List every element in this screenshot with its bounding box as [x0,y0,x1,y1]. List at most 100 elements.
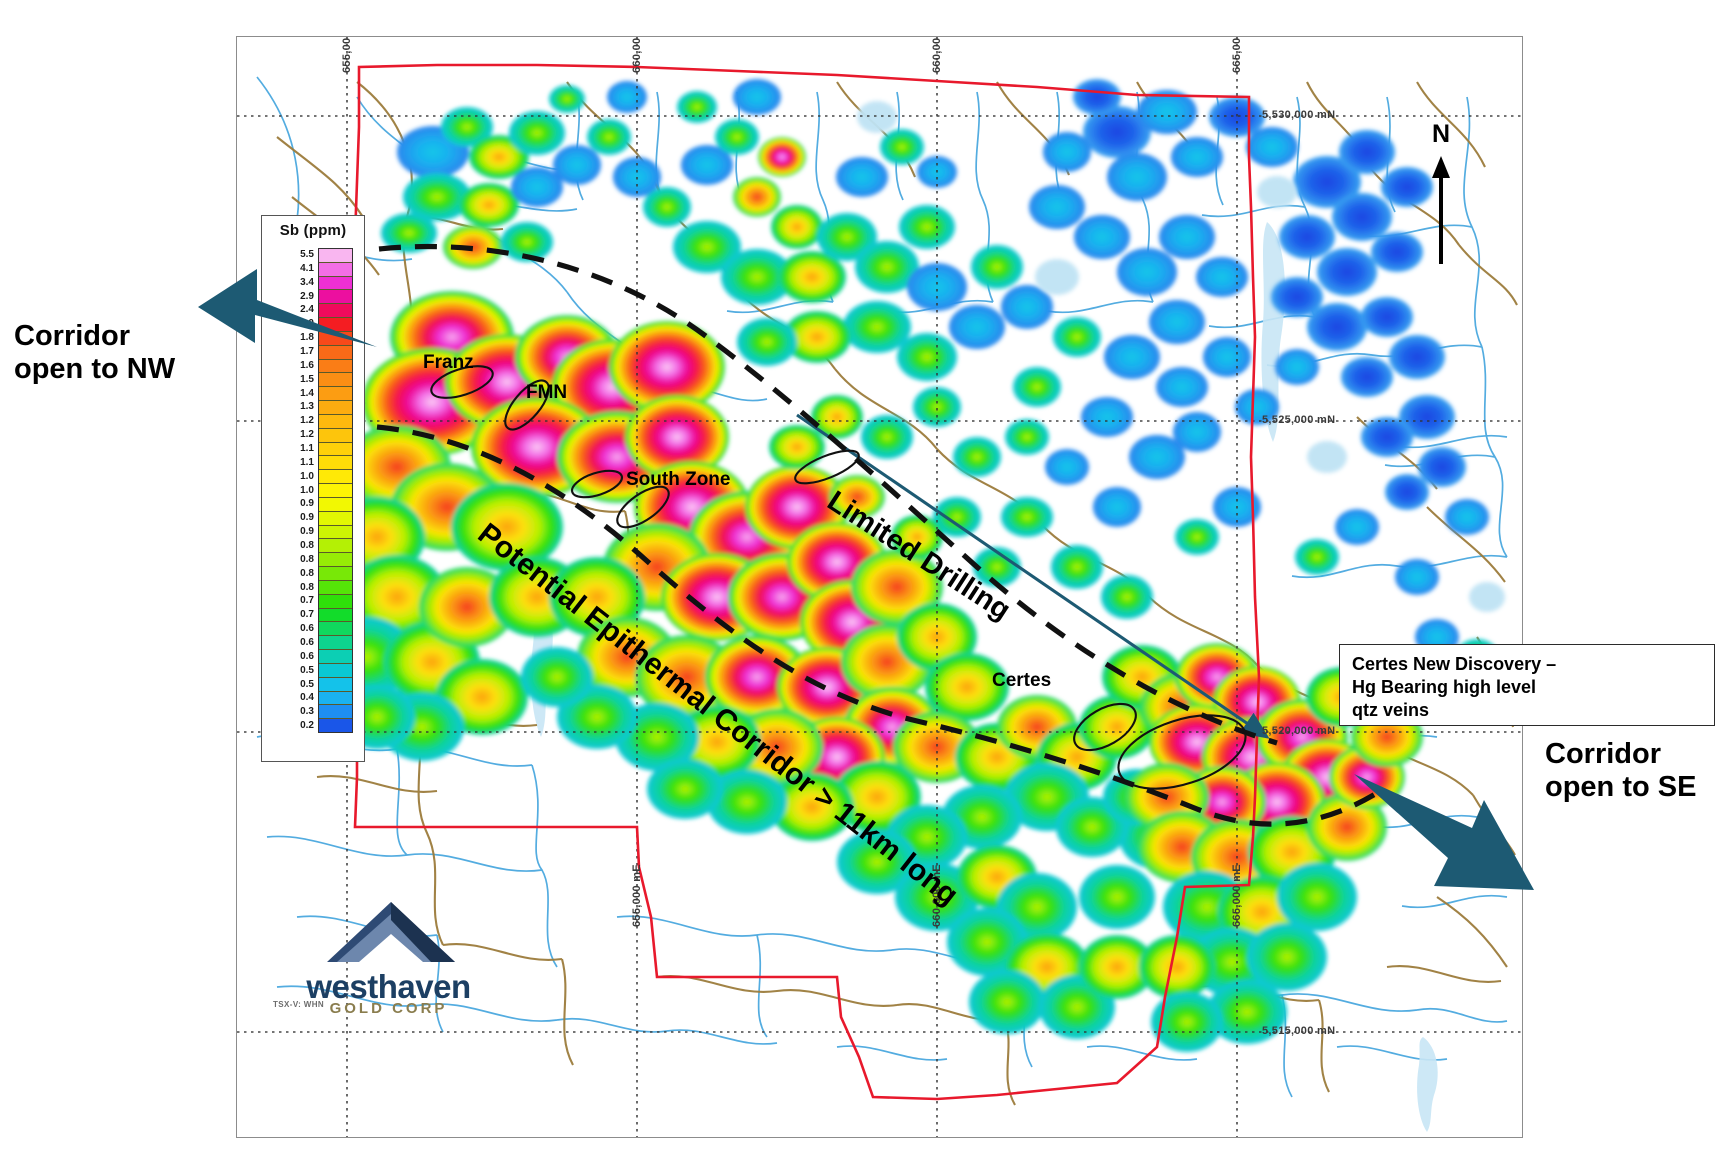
corridor-nw-arrow [198,269,377,347]
certes-discovery-callout: Certes New Discovery – Hg Bearing high l… [1339,644,1715,726]
grid-label-east-3-bottom: 665,000 mE [1231,864,1243,927]
legend-value-34: 0.2 [300,720,314,732]
legend-title: Sb (ppm) [279,222,347,239]
legend-bin-15 [319,456,352,471]
legend-value-16: 1.0 [300,470,314,482]
legend-value-9: 1.5 [300,373,314,385]
geochem-anomaly-layer [321,79,1499,1052]
legend-value-20: 0.9 [300,526,314,538]
grid-label-east-3-top: 660,000 mE [931,36,943,73]
callout-line-3: qtz veins [1352,700,1430,721]
legend-bin-17 [319,484,352,498]
low-value-patches [857,101,1505,612]
legend-value-33: 0.3 [300,706,314,718]
legend-bin-2 [319,276,352,291]
legend-value-18: 0.9 [300,498,314,510]
grid-label-north-3: 5,520,000 mN [1262,725,1336,737]
legend-bin-22 [319,553,352,568]
map-frame: Franz FMN South Zone Certes Limited Dril… [236,36,1523,1138]
legend-bin-27 [319,622,352,637]
legend-value-0: 5.5 [300,248,314,260]
legend-color-scale [318,248,353,733]
zone-label-south-zone: South Zone [626,469,731,490]
legend-value-10: 1.4 [300,387,314,399]
legend-bin-26 [319,608,352,623]
zone-label-franz: Franz [423,352,474,373]
mountain-icon [327,902,455,962]
legend-value-3: 2.9 [300,290,314,302]
legend-bin-21 [319,539,352,554]
corridor-open-nw-label: Corridor open to NW [14,320,229,387]
grid-label-east-1-bottom: 655,000 mE [631,864,643,927]
legend-value-31: 0.5 [300,678,314,690]
corridor-nw-line2: open to NW [14,353,176,386]
legend-bin-33 [319,705,352,720]
corridor-se-line1: Corridor [1545,738,1661,770]
zone-outlines [430,365,1247,790]
callout-line-1: Certes New Discovery – [1352,654,1557,674]
zone-label-certes: Certes [992,670,1052,691]
legend-bin-3 [319,290,352,305]
zone-label-fmn: FMN [526,382,568,403]
grid-label-east-2-top: 660,000 mE [631,36,643,73]
corridor-nw-line1: Corridor [14,320,130,352]
legend-bin-12 [319,414,352,429]
legend-value-25: 0.7 [300,595,314,607]
legend-value-14: 1.1 [300,442,314,454]
legend-value-27: 0.6 [300,623,314,635]
legend-value-4: 2.4 [300,304,314,316]
north-arrow-glyph [1432,156,1450,264]
logo-subtitle: GOLD CORP [329,1000,448,1017]
legend-bin-23 [319,567,352,581]
legend-value-2: 3.4 [300,276,314,288]
legend-bin-10 [319,387,352,402]
westhaven-logo: westhaven GOLD CORP TSX-V: WHN [273,900,496,1020]
legend-value-1: 4.1 [300,262,314,274]
legend-value-30: 0.5 [300,664,314,676]
legend-bin-0 [319,249,352,263]
legend-bin-11 [319,401,352,415]
grid-label-east-4-top: 665,000 mE [1231,36,1243,73]
legend-bin-29 [319,650,352,664]
north-letter: N [1431,120,1451,148]
legend-value-15: 1.1 [300,456,314,468]
legend-bin-25 [319,594,352,609]
legend-value-32: 0.4 [300,692,314,704]
north-arrow: N [1418,120,1464,265]
legend-bin-30 [319,663,352,678]
callout-line-2: Hg Bearing high level [1352,677,1537,698]
legend-value-7: 1.7 [300,345,314,357]
logo-ticker: TSX-V: WHN [273,1000,325,1009]
legend-bin-20 [319,525,352,540]
legend-tick-labels: 5.54.13.42.92.42.01.81.71.61.51.41.31.21… [268,248,316,733]
legend-value-12: 1.2 [300,415,314,427]
legend-value-24: 0.8 [300,581,314,593]
logo-name: westhaven [306,968,471,1005]
legend-bin-31 [319,677,352,692]
corridor-open-se-label: Corridor open to SE [1545,738,1736,805]
corridor-se-arrow [1354,774,1534,890]
legend-bin-28 [319,636,352,651]
grid-label-north-4: 5,515,000 mN [1262,1025,1336,1037]
legend-value-26: 0.7 [300,609,314,621]
corridor-dashed-lines [376,243,1379,827]
legend-value-19: 0.9 [300,512,314,524]
legend-value-13: 1.2 [300,429,314,441]
legend-bin-18 [319,497,352,512]
legend-bin-34 [319,719,352,732]
legend-panel: Sb (ppm) 5.54.13.42.92.42.01.81.71.61.51… [261,215,365,762]
legend-bin-1 [319,262,352,277]
legend-bin-32 [319,691,352,706]
legend-value-8: 1.6 [300,359,314,371]
legend-bin-13 [319,428,352,443]
limited-drilling-leader [796,413,1270,739]
legend-value-29: 0.6 [300,650,314,662]
legend-value-21: 0.8 [300,539,314,551]
corridor-se-line2: open to SE [1545,771,1697,804]
legend-bin-9 [319,373,352,388]
grid-label-north-1: 5,530,000 mN [1262,109,1336,121]
legend-bin-8 [319,359,352,374]
legend-value-28: 0.6 [300,636,314,648]
legend-bin-7 [319,345,352,360]
legend-value-22: 0.8 [300,553,314,565]
